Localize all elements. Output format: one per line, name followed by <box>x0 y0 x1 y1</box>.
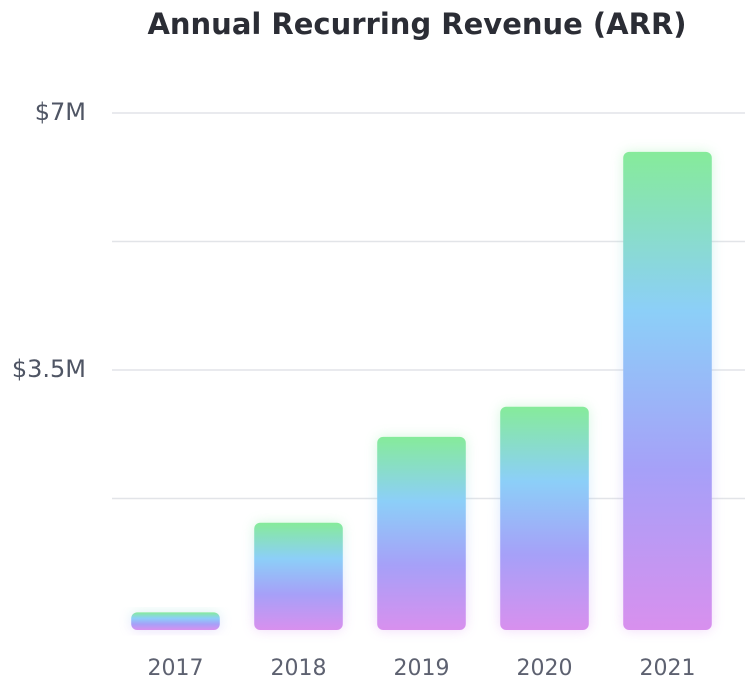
bar <box>377 436 466 630</box>
y-tick-label: $7M <box>35 98 86 126</box>
bar <box>254 522 343 630</box>
chart-title: Annual Recurring Revenue (ARR) <box>147 7 686 41</box>
x-tick-label: 2017 <box>148 656 204 681</box>
bar <box>500 406 589 630</box>
bar <box>623 151 712 630</box>
x-tick-label: 2019 <box>394 656 450 681</box>
x-tick-label: 2020 <box>517 656 573 681</box>
bar <box>131 612 220 630</box>
x-tick-label: 2018 <box>271 656 327 681</box>
x-tick-label: 2021 <box>640 656 696 681</box>
y-tick-label: $3.5M <box>12 355 86 383</box>
